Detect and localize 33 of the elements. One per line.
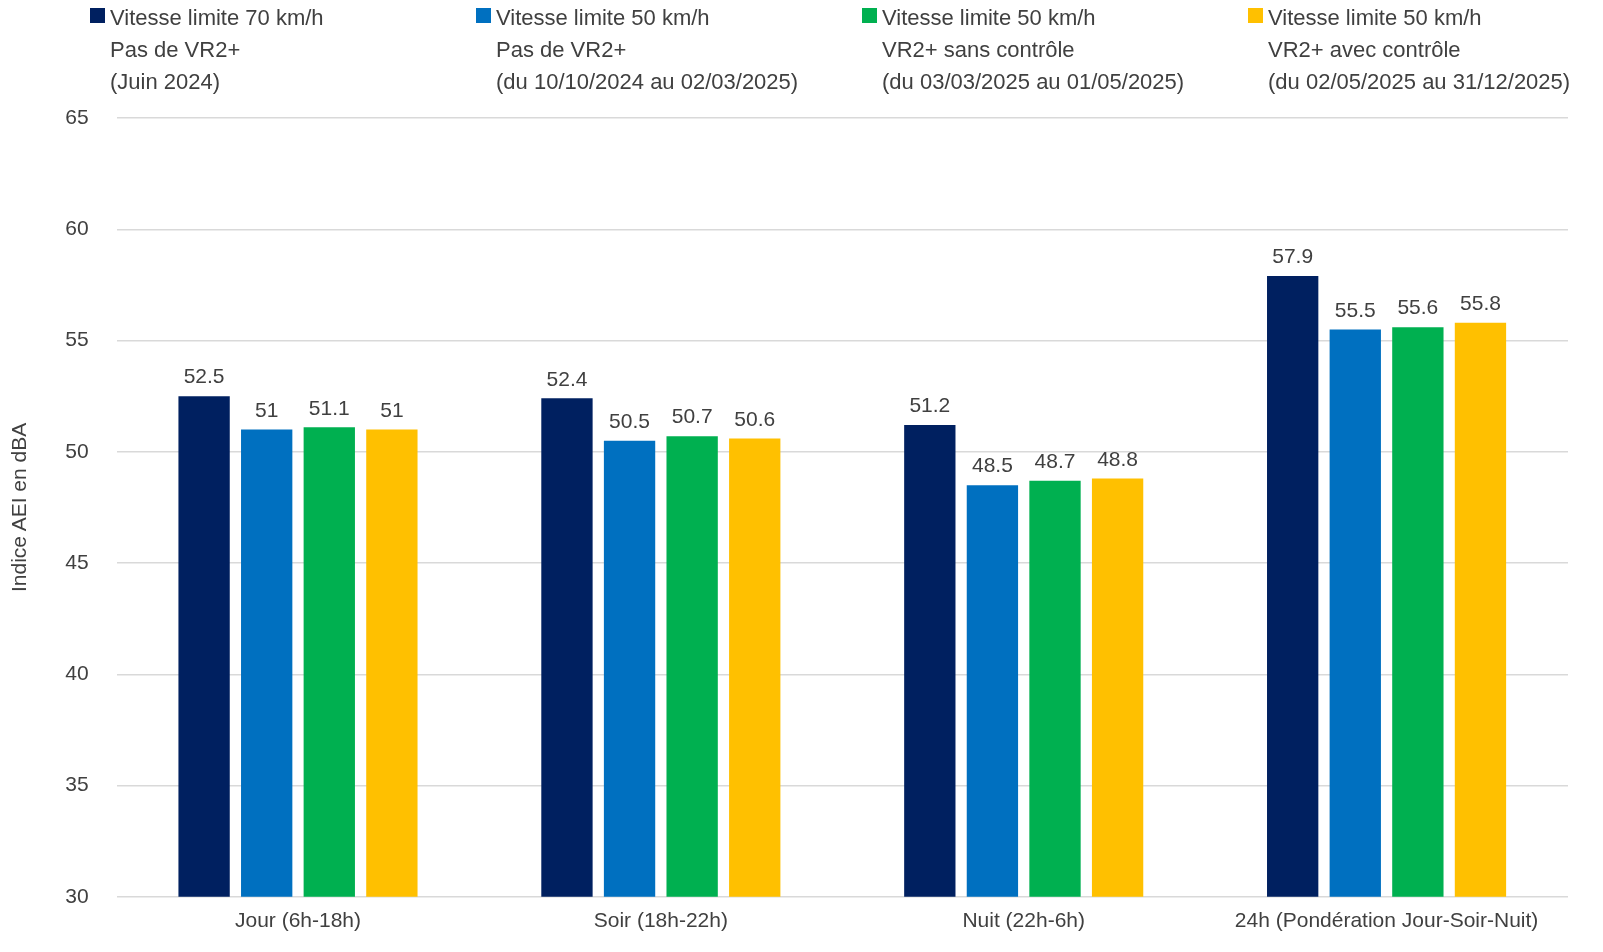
x-tick-label: Nuit (22h-6h) — [962, 908, 1085, 932]
data-label: 50.7 — [671, 404, 713, 428]
y-tick-label: 50 — [65, 438, 89, 462]
data-label: 51 — [380, 397, 404, 421]
data-label: 57.9 — [1272, 244, 1314, 268]
data-label: 51.1 — [308, 395, 350, 419]
data-label: 52.5 — [183, 364, 225, 388]
y-tick-label: 35 — [65, 772, 89, 796]
data-label: 55.5 — [1334, 297, 1376, 321]
x-tick-label: Jour (6h-18h) — [234, 908, 362, 932]
legend-label: Vitesse limite 50 km/h VR2+ avec contrôle (du 02/05/2025 au 31/12/2025) — [1268, 4, 1571, 96]
y-tick-label: 30 — [65, 883, 89, 907]
y-tick-label: 40 — [65, 661, 89, 685]
y-tick-label: 60 — [65, 216, 89, 240]
data-label: 48.8 — [1097, 446, 1139, 470]
data-label: 52.4 — [546, 366, 588, 390]
x-tick-label: 24h (Pondération Jour-Soir-Nuit) — [1234, 908, 1539, 932]
data-label: 51.2 — [909, 393, 951, 417]
y-axis-title: Indice AEI en dBA — [7, 422, 31, 593]
y-tick-label: 45 — [65, 549, 89, 573]
data-label: 48.5 — [971, 453, 1013, 477]
x-tick-label: Soir (18h-22h) — [593, 908, 728, 932]
data-label: 50.6 — [734, 406, 776, 430]
data-label: 55.6 — [1397, 295, 1439, 319]
y-tick-label: 65 — [65, 104, 89, 128]
data-label: 55.8 — [1460, 291, 1501, 315]
data-label: 50.5 — [609, 408, 650, 432]
data-label: 48.7 — [1034, 449, 1076, 472]
data-label: 51 — [255, 397, 279, 421]
y-tick-label: 55 — [65, 327, 89, 351]
legend-label: Vitesse limite 50 km/h Pas de VR2+ (du 10/10/2024 au 02/03/2025) — [496, 4, 799, 96]
legend-label: Vitesse limite 70 km/h Pas de VR2+ (Juin 2024) — [110, 4, 324, 96]
legend-label: Vitesse limite 50 km/h VR2+ sans contrôle (du 03/03/2025 au 01/05/2025) — [882, 4, 1185, 96]
